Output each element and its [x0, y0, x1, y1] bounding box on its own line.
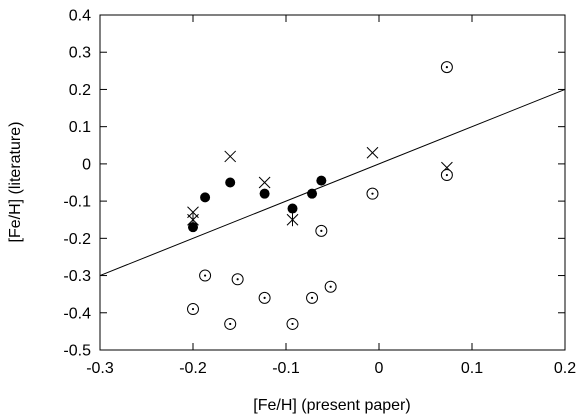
dotted-circle-point [440, 61, 453, 74]
dotted-circle-point [315, 224, 328, 237]
filled-circle-point [307, 188, 318, 199]
x-tick-label: 0 [375, 360, 384, 377]
x-axis-label: [Fe/H] (present paper) [253, 397, 410, 414]
filled-circle-point [287, 203, 298, 214]
y-tick-label: -0.4 [63, 305, 91, 322]
dotted-circle-point [324, 280, 337, 293]
y-tick-label: 0.2 [69, 82, 91, 99]
dotted-circle-point [366, 187, 379, 200]
x-tick-label: -0.1 [272, 360, 300, 377]
tick-labels: -0.3 -0.2 -0.1 0 0.1 0.2 -0.5 -0.4 -0.3 -0.2 -0.1 0… [63, 8, 576, 378]
dotted-circle-point [187, 303, 199, 316]
y-tick-label: -0.2 [63, 231, 91, 248]
y-tick-label: 0 [82, 156, 91, 173]
cross-point [224, 150, 237, 163]
dotted-circle-point [306, 291, 319, 304]
fit-line [99, 88, 566, 277]
dotted-circle-point [440, 169, 453, 182]
cross-point [258, 176, 271, 189]
y-tick-label: -0.3 [63, 268, 91, 285]
filled-circle-point [200, 192, 211, 203]
y-axis-label: [Fe/H] (literature) [7, 122, 24, 243]
asterisk-point [286, 213, 299, 227]
x-tick-label: -0.2 [179, 360, 207, 377]
y-tick-label: 0.1 [69, 119, 91, 136]
dotted-circle-point [224, 317, 237, 330]
filled-circle-point [188, 222, 198, 233]
filled-circle-point [316, 175, 327, 186]
data-points [187, 61, 453, 330]
y-tick-label: 0.3 [69, 45, 91, 62]
fit-line-group [99, 88, 566, 277]
dotted-circle-point [231, 273, 244, 286]
y-tick-label: -0.5 [63, 343, 91, 360]
asterisk-point [187, 213, 199, 227]
plot-frame [99, 14, 566, 351]
x-tick-label: -0.3 [86, 360, 114, 377]
x-tick-label: 0.1 [461, 360, 483, 377]
dotted-circle-point [286, 317, 299, 330]
dotted-circle-point [258, 291, 271, 304]
x-tick-label: 0.2 [554, 360, 576, 377]
dotted-circle-point [199, 269, 212, 282]
filled-circle-point [225, 177, 236, 188]
filled-circle-point [259, 188, 270, 199]
y-tick-label: -0.1 [63, 194, 91, 211]
cross-point [366, 146, 379, 159]
y-tick-label: 0.4 [69, 8, 91, 25]
